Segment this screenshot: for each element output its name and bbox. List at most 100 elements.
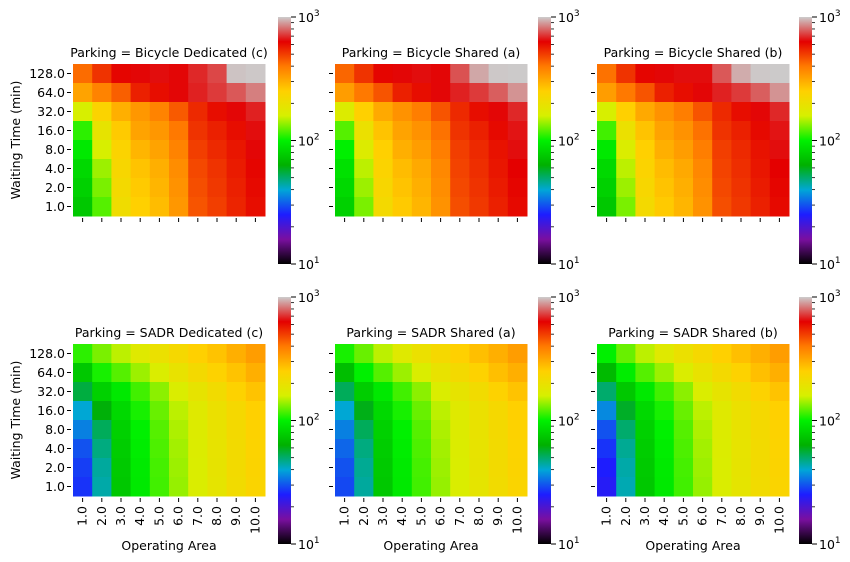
heatmap-cell [373,197,394,217]
heatmap-cell [335,64,355,84]
colorbar-tick-label: 102 [558,413,580,429]
heatmap-cell [450,382,470,402]
heatmap-cell [73,64,93,84]
heatmap-cell [354,140,374,160]
colorbar-gradient [538,297,551,544]
heatmap-cell [245,363,266,383]
heatmap-cell [693,458,713,478]
heatmap-cell [712,458,732,478]
heatmap-cell [207,121,228,141]
heatmap-cell [635,458,656,478]
heatmap-cell [354,121,374,141]
heatmap-cell [188,439,208,459]
heatmap-cell [111,178,132,198]
heatmap-cell [188,102,208,122]
heatmap-cell [411,140,432,160]
heatmap-cell [392,64,413,84]
heatmap-cell [469,382,490,402]
heatmap-cell [188,64,208,84]
x-tick-label: 10.0 [509,506,524,534]
panel-title: Parking = Bicycle Shared (a) [342,45,521,60]
heatmap-cell [411,439,432,459]
x-axis-label: Operating Area [121,538,216,553]
heatmap-cell [411,382,432,402]
heatmap-cell [73,363,93,383]
heatmap-cell [693,420,713,440]
x-tick-label: 7.0 [190,506,205,526]
heatmap-cell [149,420,170,440]
heatmap-cell [169,64,189,84]
heatmap-cell [654,197,675,217]
y-tick-label: 16.0 [37,403,65,418]
heatmap-cell [597,344,617,364]
heatmap-cell [597,382,617,402]
heatmap-cell [207,382,228,402]
heatmap-cell [750,178,771,198]
colorbar-tick-label: 101 [298,256,320,272]
heatmap-cell [373,458,394,478]
heatmap-cell [712,439,732,459]
heatmap-cell [335,178,355,198]
heatmap-cell [188,83,208,103]
heatmap-cell [731,363,752,383]
heatmap-cell [654,121,675,141]
heatmap-cell [469,159,490,179]
heatmap-cell [92,344,112,364]
heatmap-cell [616,178,636,198]
x-tick-label: 2.0 [356,506,371,526]
heatmap-cell [616,439,636,459]
heatmap-cell [616,344,636,364]
heatmap-cell [750,401,771,421]
heatmap-cell [169,363,189,383]
heatmap-cell [469,140,490,160]
heatmap-cell [226,420,247,440]
heatmap-cell [693,121,713,141]
heatmap-cell [111,64,132,84]
heatmap-cell [469,439,490,459]
heatmap-cell [750,477,771,497]
heatmap-cell [597,178,617,198]
heatmap-cell [750,102,771,122]
heatmap-cell [431,382,451,402]
heatmap-cell [450,83,470,103]
heatmap-cell [245,64,266,84]
heatmap-cell [712,477,732,497]
heatmap-cell [373,344,394,364]
heatmap-cell [750,363,771,383]
heatmap-cell [226,344,247,364]
heatmap-cell [411,477,432,497]
heatmap-cell [616,420,636,440]
heatmap-cell [354,159,374,179]
x-tick-label: 3.0 [637,506,652,526]
heatmap-cell [616,140,636,160]
heatmap-cell [616,64,636,84]
heatmap-cell [149,197,170,217]
heatmap-cell [245,197,266,217]
heatmap-cell [693,477,713,497]
heatmap-cell [373,121,394,141]
heatmap-cell [207,458,228,478]
heatmap-cell [693,382,713,402]
heatmap-cell [616,102,636,122]
heatmap-cell [654,363,675,383]
heatmap-cell [488,363,509,383]
heatmap-cell [111,344,132,364]
heatmap-cell [169,439,189,459]
heatmap-cell [411,178,432,198]
heatmap-cell [149,477,170,497]
heatmap-cell [635,401,656,421]
heatmap-cell [73,197,93,217]
heatmap-cell [431,477,451,497]
heatmap-cell [335,159,355,179]
heatmap-cell [635,140,656,160]
heatmap-cell [92,83,112,103]
y-tick-label: 4.0 [45,161,65,176]
x-tick-label: 6.0 [171,506,186,526]
heatmap-cell [226,121,247,141]
heatmap-cell [450,458,470,478]
heatmap-cell [335,382,355,402]
heatmap-cell [130,197,151,217]
heatmap-cell [411,159,432,179]
heatmap-cell [207,477,228,497]
heatmap-cell [73,83,93,103]
